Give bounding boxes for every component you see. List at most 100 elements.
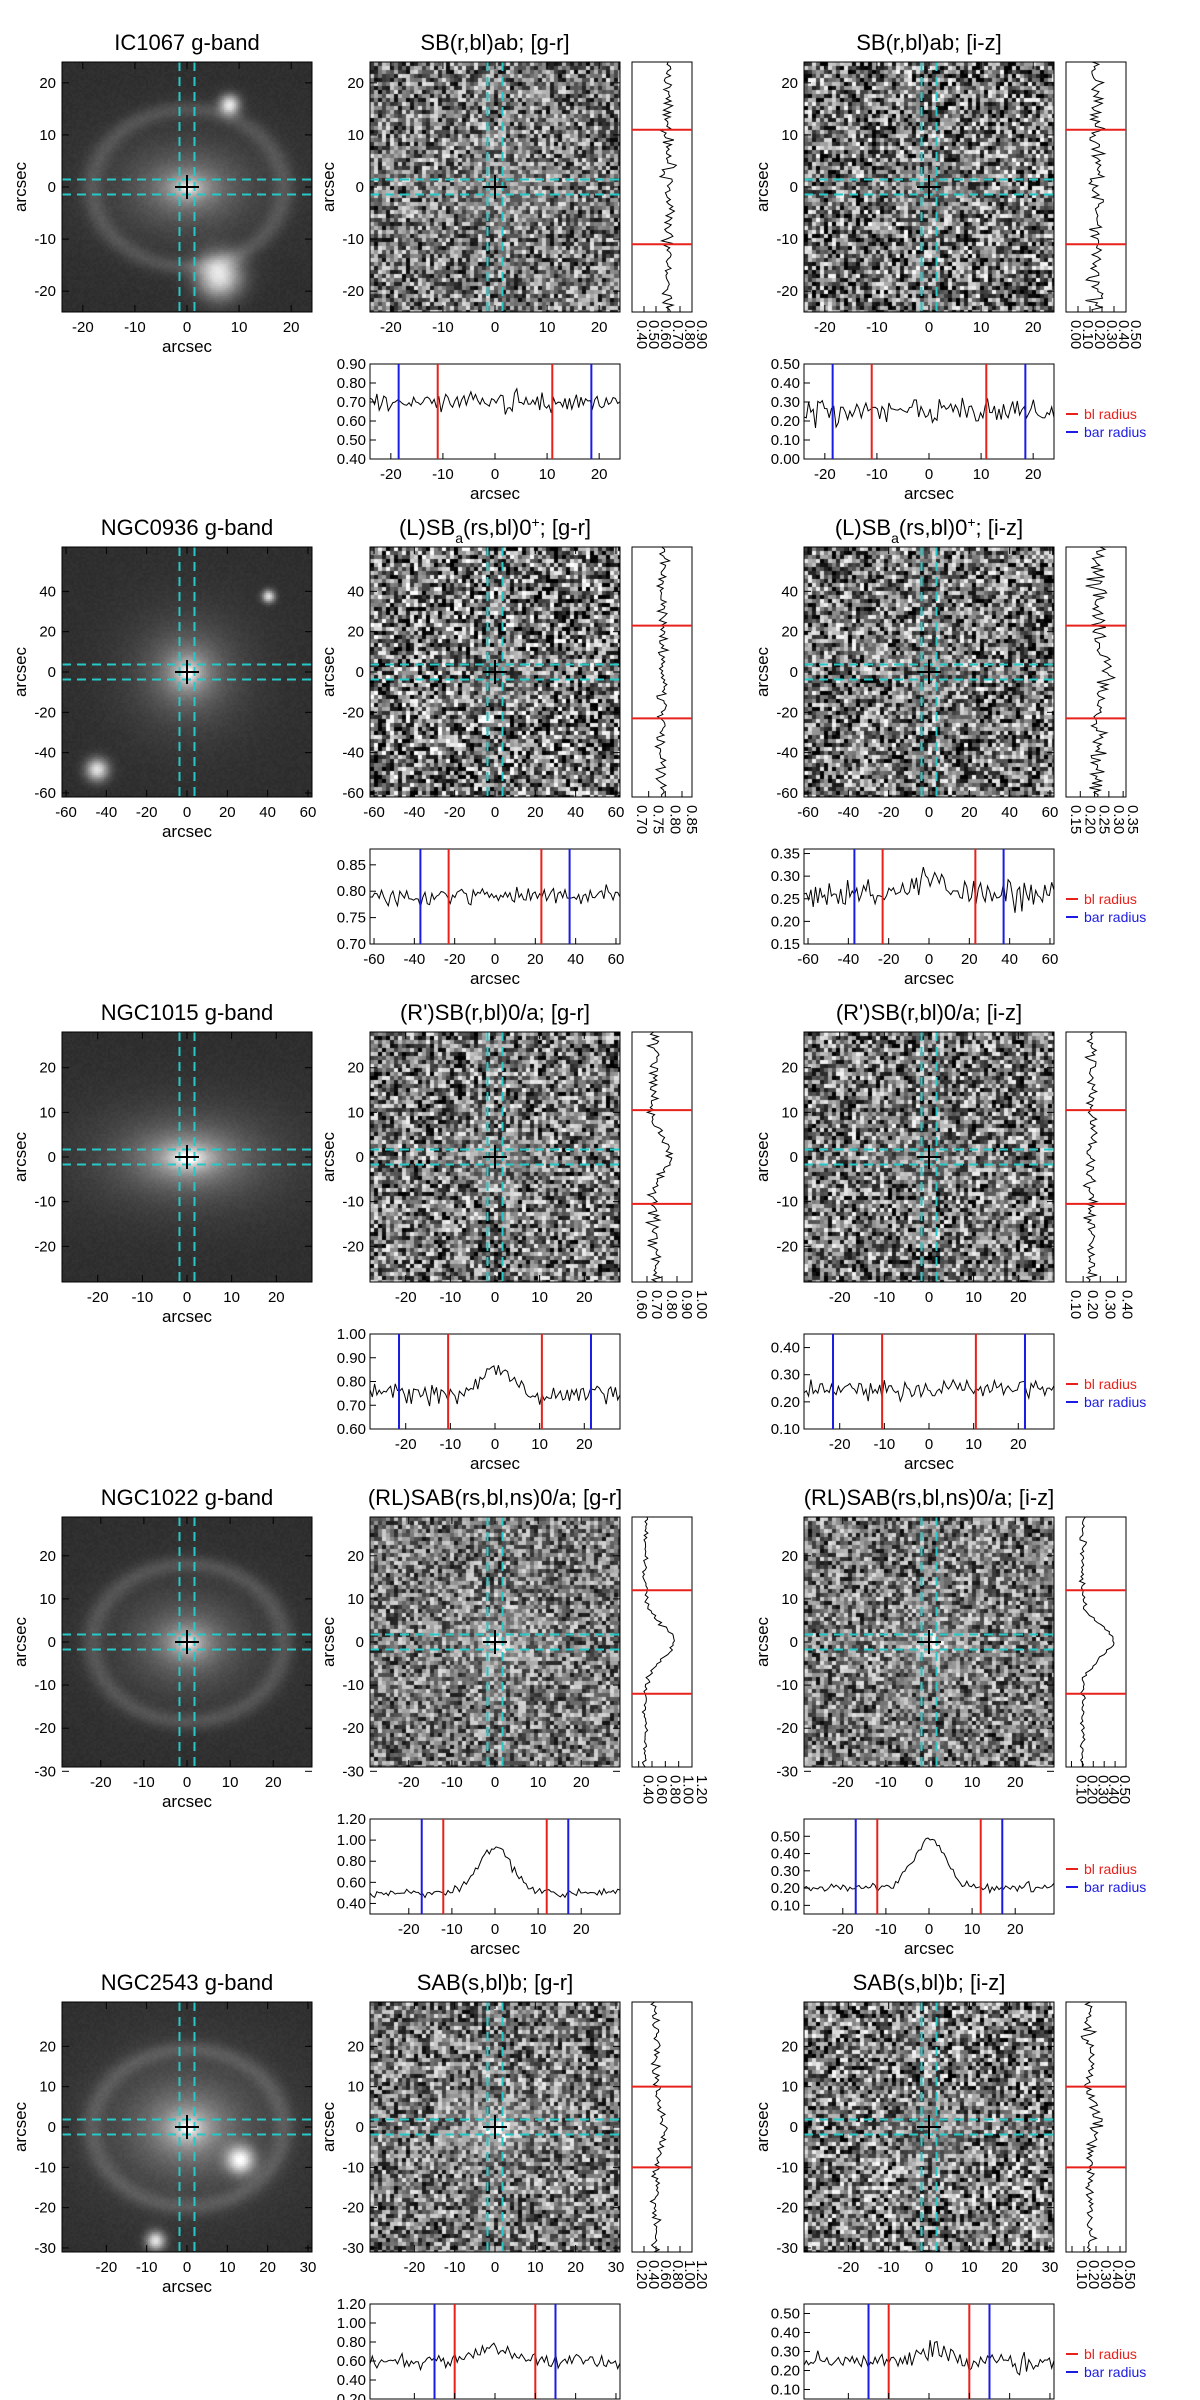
colormap-ytick-label: -10 — [776, 1677, 798, 1694]
horizontal-profile-tick-label: 0.40 — [771, 2325, 800, 2342]
gband-xtick-label: 20 — [259, 2259, 276, 2276]
horizontal-profile: 0.70 0.75 0.80 0.85 -60 -40 -20 0 20 40 60 arcsec — [337, 848, 624, 988]
colormap-ytick-label: -20 — [776, 2200, 798, 2217]
colormap-ytick-label: 0 — [356, 1634, 364, 1651]
galaxy-row-ngc2543: NGC2543 g-band -20 -10 0 10 20 30 -30 -20 -10 0 10 2… — [11, 1970, 1146, 2400]
gband-ytick-label: -30 — [34, 1763, 56, 1780]
horizontal-profile-xtick-label: 0 — [491, 951, 499, 968]
colormap-ytick-label: -10 — [342, 1194, 364, 1211]
colormap-ytick-label: -20 — [342, 283, 364, 300]
color-panel-title: SB(r,bl)ab; [i-z] — [856, 30, 1001, 55]
horizontal-profile-tick-label: 0.75 — [337, 910, 366, 927]
vertical-profile: 0.100.200.300.400.50 — [1065, 2001, 1138, 2289]
gband-panel: NGC0936 g-band -60 -40 -20 0 20 40 60 -60 -40 -20 0… — [11, 515, 316, 841]
colormap-xtick-label: -20 — [832, 1774, 854, 1791]
colormap-xtick-label: -10 — [440, 1289, 462, 1306]
vertical-profile: 0.150.200.250.300.35 — [1065, 546, 1141, 834]
horizontal-profile: 0.60 0.70 0.80 0.90 1.00 -20 -10 0 10 20 arcsec — [337, 1326, 621, 1473]
horizontal-profile-tick-label: 0.80 — [337, 1853, 366, 1870]
colormap-xtick-label: 40 — [567, 804, 584, 821]
gband-ytick-label: -10 — [34, 1194, 56, 1211]
gband-xtick-label: -60 — [55, 804, 77, 821]
horizontal-profile-xtick-label: 20 — [576, 1436, 593, 1453]
horizontal-profile-frame — [369, 1333, 621, 1430]
color-panel-title: (L)SBa(rs,bl)0+; [g-r] — [399, 514, 591, 546]
vertical-profile: 0.400.600.801.001.20 — [631, 1516, 710, 1804]
colormap-ytick-label: -20 — [776, 1238, 798, 1255]
gband-xtick-label: 20 — [268, 1289, 285, 1306]
colormap-ylabel: arcsec — [753, 646, 772, 697]
horizontal-profile-tick-label: 0.30 — [771, 1863, 800, 1880]
vertical-profile-tick-label: 0.40 — [640, 1775, 657, 1804]
colormap-ylabel: arcsec — [319, 1131, 338, 1182]
colormap-ytick-label: 20 — [781, 1548, 798, 1565]
galaxy-row-ngc0936: NGC0936 g-band-60 -40 -20 0 20 40 60-60-40-200… — [11, 514, 1146, 988]
colormap-ytick-label: 20 — [781, 75, 798, 92]
horizontal-profile-xlabel: arcsec — [470, 1939, 521, 1958]
title-part: (rs,bl)0 — [899, 515, 967, 540]
gband-xtick-label: -10 — [124, 319, 146, 336]
colormap-xtick-label: 20 — [573, 1774, 590, 1791]
vertical-profile-tick-label: 0.50 — [1116, 1775, 1133, 1804]
horizontal-profile-tick-label: 1.00 — [337, 2315, 366, 2332]
gband-ylabel: arcsec — [11, 1616, 30, 1667]
horizontal-profile-xtick-label: 20 — [1025, 466, 1042, 483]
vertical-profile-tick-label: 1.20 — [693, 1775, 710, 1804]
horizontal-profile-tick-label: 0.70 — [337, 1397, 366, 1414]
horizontal-profile: 0.10 0.20 0.30 0.40 -20 -10 0 10 20 arcsec — [771, 1333, 1055, 1473]
colormap-ytick-label: -10 — [776, 2159, 798, 2176]
horizontal-profile-tick-label: 1.00 — [337, 1326, 366, 1343]
horizontal-profile-xtick-label: 10 — [973, 466, 990, 483]
horizontal-profile-xtick-label: -10 — [866, 466, 888, 483]
horizontal-profile-line — [369, 884, 621, 909]
vertical-profile-tick-label: 1.00 — [681, 2260, 698, 2289]
horizontal-profile-line — [803, 2340, 1055, 2376]
title-part: a — [891, 530, 899, 546]
vertical-profile-frame — [1065, 1031, 1127, 1283]
legend-bl-label: bl radius — [1084, 406, 1137, 422]
vertical-profile-tick-label: 0.20 — [1084, 1290, 1101, 1319]
horizontal-profile-xtick-label: -20 — [444, 951, 466, 968]
colormap-xtick-label: 0 — [925, 1289, 933, 1306]
gband-ylabel: arcsec — [11, 2101, 30, 2152]
gband-xtick-label: 60 — [300, 804, 317, 821]
colormap-ytick-label: -20 — [776, 283, 798, 300]
horizontal-profile-tick-label: 0.60 — [337, 1421, 366, 1438]
gband-xtick-label: 10 — [231, 319, 248, 336]
gband-ytick-label: -10 — [34, 1677, 56, 1694]
color-panel-i-z: (L)SBa(rs,bl)0+; [i-z] -60 -40 -20 0 20 40 60 -6… — [753, 514, 1146, 988]
gband-title: NGC1022 g-band — [101, 1485, 273, 1510]
horizontal-profile-xtick-label: -10 — [440, 1436, 462, 1453]
legend-bar-label: bar radius — [1084, 2364, 1146, 2380]
colormap-xtick-label: 20 — [1025, 319, 1042, 336]
horizontal-profile-tick-label: 0.85 — [337, 857, 366, 874]
horizontal-profile-line — [369, 2342, 621, 2372]
colormap-ytick-label: -30 — [342, 1763, 364, 1780]
horizontal-profile-xtick-label: -20 — [814, 466, 836, 483]
gband-xtick-label: -10 — [133, 1774, 155, 1791]
vertical-profile-tick-label: 0.20 — [1091, 320, 1108, 349]
gband-ytick-label: 10 — [39, 1591, 56, 1608]
horizontal-profile-line — [803, 1378, 1055, 1403]
horizontal-profile-xtick-label: -60 — [363, 951, 385, 968]
colormap-xtick-label: -40 — [838, 804, 860, 821]
colormap-xtick-label: -10 — [874, 1289, 896, 1306]
vertical-profile: 0.70 0.75 0.80 0.85 — [631, 546, 700, 834]
gband-ytick-label: -20 — [34, 283, 56, 300]
gband-xtick-label: 0 — [183, 1289, 191, 1306]
gband-ytick-label: -20 — [34, 1720, 56, 1737]
color-panel-i-z: SAB(s,bl)b; [i-z] -20 -10 0 10 20 30 -30 -20 -10 0… — [753, 1970, 1146, 2400]
vertical-profile-tick-label: 0.40 — [1115, 320, 1132, 349]
vertical-profile-line — [1082, 1031, 1099, 1283]
vertical-profile-tick-label: 0.60 — [633, 1290, 650, 1319]
vertical-profile-frame — [631, 2001, 693, 2253]
colormap-xtick-label: 20 — [527, 804, 544, 821]
vertical-profile-line — [649, 2001, 668, 2253]
colormap-ytick-label: 20 — [347, 1548, 364, 1565]
gband-xtick-label: -20 — [136, 804, 158, 821]
colormap-ytick-label: 10 — [347, 127, 364, 144]
horizontal-profile-tick-label: 0.10 — [771, 432, 800, 449]
title-part: ; [i-z] — [976, 515, 1024, 540]
vertical-profile-line — [654, 546, 672, 798]
horizontal-profile-tick-label: 0.90 — [337, 1350, 366, 1367]
